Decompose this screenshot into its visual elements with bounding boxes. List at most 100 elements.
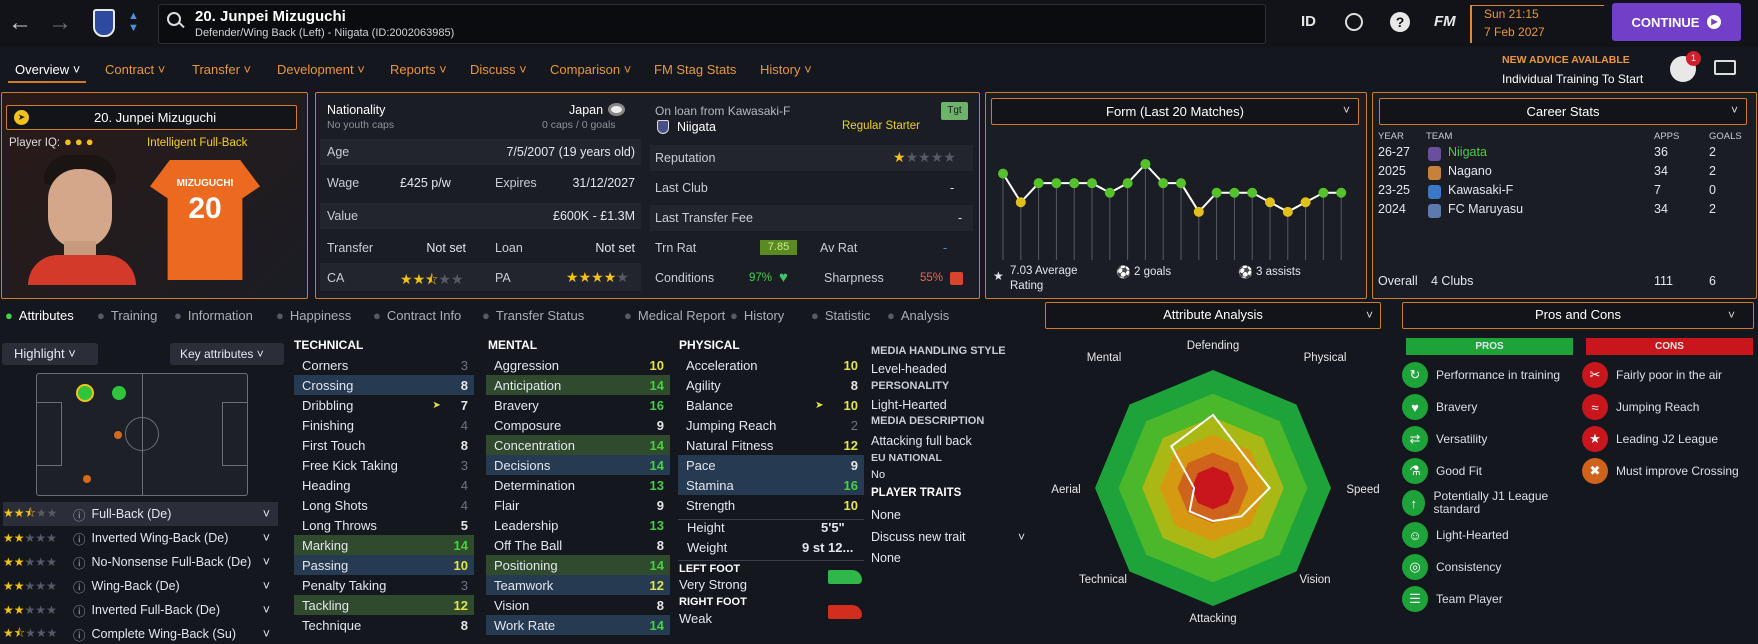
advice-text[interactable]: Individual Training To Start <box>1502 72 1644 86</box>
career-team[interactable]: Kawasaki-F <box>1448 183 1514 197</box>
pro-item[interactable]: ↑ Potentially J1 League standard <box>1402 487 1582 519</box>
attribute-row[interactable]: Dribbling ➤ 7 <box>294 395 474 415</box>
chevron-updown-icon[interactable]: ▲ ▼ <box>128 10 139 34</box>
attribute-row[interactable]: Penalty Taking 3 <box>294 575 474 595</box>
role-row[interactable]: ★★★★★ ⓘ Wing-Back (De) ˅ <box>3 574 278 598</box>
attribute-row[interactable]: Long Shots 4 <box>294 495 474 515</box>
highlight-dropdown[interactable]: Highlight ˅ <box>2 343 98 365</box>
chevron-down-icon[interactable]: ˅ <box>262 507 270 521</box>
role-row[interactable]: ★⯪★★★ ⓘ Complete Wing-Back (Su) ˅ <box>3 622 278 644</box>
tab-transfer-status[interactable]: ● Transfer Status <box>482 308 585 323</box>
career-row[interactable]: 2025 Nagano 34 2 <box>1378 164 1748 183</box>
attribute-row[interactable]: Marking 14 <box>294 535 474 555</box>
form-point[interactable] <box>1104 187 1115 198</box>
form-point[interactable] <box>1336 187 1347 198</box>
con-item[interactable]: ≈ Jumping Reach <box>1582 391 1758 423</box>
attribute-row[interactable]: Tackling 12 <box>294 595 474 615</box>
form-point[interactable] <box>1033 178 1044 189</box>
attribute-row[interactable]: Aggression 10 <box>486 355 670 375</box>
attribute-row[interactable]: Leadership 13 <box>486 515 670 535</box>
attribute-row[interactable]: Long Throws 5 <box>294 515 474 535</box>
attribute-row[interactable]: Composure 9 <box>486 415 670 435</box>
menu-discuss[interactable]: Discuss ˅ <box>470 62 527 77</box>
attribute-row[interactable]: Natural Fitness 12 <box>678 435 864 455</box>
form-dropdown[interactable] <box>991 98 1359 125</box>
attribute-row[interactable]: Anticipation 14 <box>486 375 670 395</box>
help-icon[interactable]: ? <box>1390 12 1410 32</box>
chevron-down-icon[interactable]: ˅ <box>262 555 270 569</box>
key-attributes-dropdown[interactable]: Key attributes ˅ <box>170 343 284 365</box>
proscons-dropdown[interactable] <box>1402 302 1754 329</box>
menu-reports[interactable]: Reports ˅ <box>390 62 447 77</box>
menu-history[interactable]: History ˅ <box>760 62 812 77</box>
tab-statistic[interactable]: ● Statistic <box>811 308 871 323</box>
form-point[interactable] <box>1122 178 1133 189</box>
forward-icon[interactable]: → <box>48 9 72 36</box>
chevron-down-icon[interactable]: ˅ <box>262 603 270 617</box>
pro-item[interactable]: ☰ Team Player <box>1402 583 1582 615</box>
form-point[interactable] <box>1069 178 1080 189</box>
attribute-row[interactable]: Passing 10 <box>294 555 474 575</box>
tab-happiness[interactable]: ● Happiness <box>276 308 352 323</box>
tab-information[interactable]: ● Information <box>174 308 253 323</box>
form-point[interactable] <box>1158 178 1169 189</box>
attribute-row[interactable]: Flair 9 <box>486 495 670 515</box>
attribute-row[interactable]: Positioning 14 <box>486 555 670 575</box>
form-point[interactable] <box>1300 197 1311 208</box>
form-point[interactable] <box>1193 206 1204 217</box>
con-item[interactable]: ✂ Fairly poor in the air <box>1582 359 1758 391</box>
tab-contract-info[interactable]: ● Contract Info <box>373 308 462 323</box>
attribute-row[interactable]: Jumping Reach 2 <box>678 415 864 435</box>
attribute-row[interactable]: Finishing 4 <box>294 415 474 435</box>
tab-analysis[interactable]: ● Analysis <box>887 308 950 323</box>
attribute-row[interactable]: Acceleration 10 <box>678 355 864 375</box>
role-row[interactable]: ★★★★★ ⓘ Inverted Full-Back (De) ˅ <box>3 598 278 622</box>
back-icon[interactable]: ← <box>8 9 32 36</box>
career-row[interactable]: 23-25 Kawasaki-F 7 0 <box>1378 183 1748 202</box>
pro-item[interactable]: ◎ Consistency <box>1402 551 1582 583</box>
form-point[interactable] <box>1229 187 1240 198</box>
fm-button[interactable]: FM <box>1434 13 1456 30</box>
attribute-row[interactable]: Corners 3 <box>294 355 474 375</box>
form-point[interactable] <box>1282 206 1293 217</box>
career-dropdown[interactable] <box>1379 98 1747 125</box>
attribute-row[interactable]: Concentration 14 <box>486 435 670 455</box>
form-point[interactable] <box>1087 178 1097 189</box>
attribute-row[interactable]: Pace 9 <box>678 455 864 475</box>
attribute-row[interactable]: Stamina 16 <box>678 475 864 495</box>
career-row[interactable]: 2024 FC Maruyasu 34 2 <box>1378 202 1748 221</box>
form-point[interactable] <box>1015 197 1026 208</box>
tab-training[interactable]: ● Training <box>97 308 158 323</box>
tab-medical-report[interactable]: ● Medical Report <box>624 308 726 323</box>
form-point[interactable] <box>998 168 1008 179</box>
attribute-row[interactable]: Balance ➤ 10 <box>678 395 864 415</box>
club-badge-icon[interactable] <box>93 9 115 37</box>
menu-transfer[interactable]: Transfer ˅ <box>192 62 252 77</box>
role-row[interactable]: ★★★★★ ⓘ No-Nonsense Full-Back (De) ˅ <box>3 550 278 574</box>
form-point[interactable] <box>1247 187 1258 198</box>
analysis-dropdown[interactable] <box>1045 302 1381 329</box>
club-name[interactable]: Niigata <box>677 120 716 134</box>
discuss-trait-dropdown[interactable]: Discuss new trait <box>871 530 966 544</box>
chevron-down-icon[interactable]: ˅ <box>1018 530 1026 544</box>
attribute-row[interactable]: Decisions 14 <box>486 455 670 475</box>
pro-item[interactable]: ♥ Bravery <box>1402 391 1582 423</box>
career-team[interactable]: Nagano <box>1448 164 1492 178</box>
attribute-row[interactable]: First Touch 8 <box>294 435 474 455</box>
football-icon[interactable] <box>1345 13 1363 31</box>
tab-history[interactable]: ● History <box>730 308 785 323</box>
chevron-down-icon[interactable]: ˅ <box>262 579 270 593</box>
form-point[interactable] <box>1051 178 1062 189</box>
role-row[interactable]: ★★★★★ ⓘ Inverted Wing-Back (De) ˅ <box>3 526 278 550</box>
search-box[interactable] <box>158 4 1266 44</box>
attribute-row[interactable]: Free Kick Taking 3 <box>294 455 474 475</box>
attribute-row[interactable]: Strength 10 <box>678 495 864 515</box>
career-team[interactable]: Niigata <box>1448 145 1487 159</box>
monitor-icon[interactable] <box>1714 60 1736 75</box>
pro-item[interactable]: ⚗ Good Fit <box>1402 455 1582 487</box>
career-row[interactable]: 26-27 Niigata 36 2 <box>1378 145 1748 164</box>
attribute-row[interactable]: Crossing 8 <box>294 375 474 395</box>
form-point[interactable] <box>1140 159 1151 170</box>
con-item[interactable]: ✖ Must improve Crossing <box>1582 455 1758 487</box>
menu-development[interactable]: Development ˅ <box>277 62 365 77</box>
